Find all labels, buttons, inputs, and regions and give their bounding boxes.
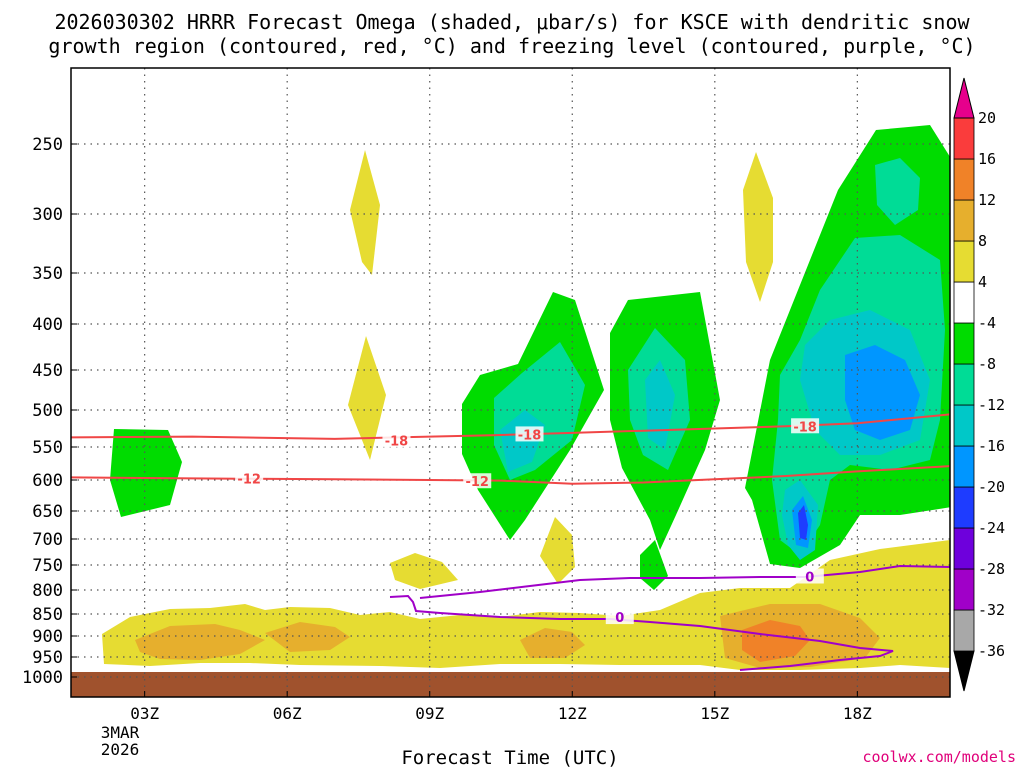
colorbar-bin--8-to--4: [953, 322, 975, 365]
colorbar-bin--16-to--12: [953, 404, 975, 447]
gridlines: [71, 68, 950, 697]
chart-title-line-1: 2026030302 HRRR Forecast Omega (shaded, …: [54, 10, 970, 34]
omega-positive-12-east: [742, 620, 810, 662]
extra-contour-label-3-bg: [795, 568, 824, 584]
extra-contour-label-2-bg: [463, 473, 492, 489]
plot-frame: [70, 67, 951, 698]
omega-positive-upper-3: [743, 152, 773, 302]
extra-contour-label-1-bg: [791, 418, 820, 434]
colorbar-bin--20-to--16: [953, 445, 975, 488]
colorbar-label-12: 12: [978, 191, 996, 209]
omega-negative-20-late: [845, 345, 920, 440]
colorbar-label--8: -8: [978, 355, 996, 373]
colorbar-bin--32-to--28: [953, 568, 975, 611]
colorbar-label--20: -20: [978, 478, 1005, 496]
isotherm-label-0-bg: [382, 432, 411, 448]
omega-positive-mid-2: [540, 517, 575, 584]
omega-negative-16-afternoon: [645, 360, 675, 450]
omega-negative-24-core: [798, 505, 808, 540]
y-tick-label-400: 400: [32, 315, 63, 335]
extra-contour-label-2: -12: [465, 475, 489, 490]
extra-contour-label-3: 0: [805, 571, 814, 586]
y-tick-label-850: 850: [32, 605, 63, 625]
colorbar-bin-12-to-16: [953, 158, 975, 201]
y-tick-label-1000: 1000: [22, 668, 63, 688]
credit-label[interactable]: coolwx.com/models: [862, 748, 1016, 766]
y-tick-label-900: 900: [32, 627, 63, 647]
colorbar-label-4: 4: [978, 273, 987, 291]
colorbar-bin-16-to-20: [953, 117, 975, 160]
x-axis-time-ticks: 03Z 06Z 09Z 12Z 15Z 18Z: [130, 691, 872, 723]
colorbar-label-16: 16: [978, 150, 996, 168]
x-tick-label-15Z: 15Z: [700, 704, 729, 723]
omega-positive-upper-1: [350, 150, 380, 275]
isotherm-label-0: -18: [385, 434, 409, 449]
isotherm-label-1: -12: [237, 473, 261, 488]
colorbar-label--12: -12: [978, 396, 1005, 414]
freezing-level-label-bg: [605, 609, 634, 625]
y-tick-label-950: 950: [32, 648, 63, 668]
y-tick-label-550: 550: [32, 438, 63, 458]
y-axis-pressure-ticks: 2503003504004505005506006507007508008509…: [22, 135, 77, 688]
extra-contour-label-1: -18: [793, 420, 817, 435]
colorbar-bin-4-to-8: [953, 240, 975, 283]
colorbar-bin-8-to-12: [953, 199, 975, 242]
x-tick-label-06Z: 06Z: [273, 704, 302, 723]
colorbar-bin--24-to--20: [953, 486, 975, 529]
omega-positive-8-west: [135, 624, 265, 660]
y-tick-label-700: 700: [32, 530, 63, 550]
y-tick-label-600: 600: [32, 471, 63, 491]
y-tick-label-300: 300: [32, 205, 63, 225]
colorbar-label--32: -32: [978, 601, 1005, 619]
ground-below-surface: [71, 672, 950, 697]
y-tick-label-800: 800: [32, 581, 63, 601]
isotherm-label-1-bg: [235, 470, 264, 486]
isotherm-contours: -18 -12 -18 -18 -12 0 0: [71, 413, 950, 671]
omega-negative-12-top: [875, 158, 920, 225]
x-tick-label-09Z: 09Z: [415, 704, 444, 723]
x-tick-label-12Z: 12Z: [558, 704, 587, 723]
y-tick-label-650: 650: [32, 502, 63, 522]
freezing-level-contour: [389, 564, 950, 671]
extra-contour-label-0: -18: [518, 428, 542, 443]
freezing-level-label: 0: [615, 611, 624, 626]
omega-positive-mid-1: [390, 553, 458, 589]
colorbar-label--24: -24: [978, 519, 1005, 537]
colorbar-label--16: -16: [978, 437, 1005, 455]
chart-title-line-2: growth region (contoured, red, °C) and f…: [48, 34, 975, 58]
colorbar-label--36: -36: [978, 642, 1005, 660]
omega-positive-8-noon: [520, 628, 585, 658]
colorbar-bin--36-to--32: [953, 609, 975, 652]
y-tick-label-250: 250: [32, 135, 63, 155]
colorbar-bin--4-to-4: [953, 281, 975, 324]
y-tick-label-450: 450: [32, 361, 63, 381]
y-tick-label-500: 500: [32, 401, 63, 421]
extra-contour-label-0-bg: [515, 426, 544, 442]
colorbar-bin--12-to--8: [953, 363, 975, 406]
colorbar-extend-high: [953, 77, 975, 119]
date-label-line-1: 3MAR: [101, 723, 140, 742]
x-tick-label-18Z: 18Z: [843, 704, 872, 723]
colorbar-label-8: 8: [978, 232, 987, 250]
omega-positive-upper-2: [348, 336, 386, 460]
colorbar-label--4: -4: [978, 314, 996, 332]
y-tick-label-750: 750: [32, 556, 63, 576]
omega-positive-8-mid: [265, 622, 350, 652]
y-tick-label-350: 350: [32, 264, 63, 284]
colorbar-label-20: 20: [978, 109, 996, 127]
x-axis-label: Forecast Time (UTC): [401, 747, 618, 768]
colorbar-bin--28-to--24: [953, 527, 975, 570]
colorbar-label--28: -28: [978, 560, 1005, 578]
omega-negative-early: [110, 429, 182, 517]
colorbar-extend-low: [953, 650, 975, 692]
dendritic-isotherm-minus12: [71, 465, 950, 485]
omega-colorbar: -36 -32 -28 -24 -20 -16 -12 -8 -4 4 8 12 16 20: [953, 77, 1005, 692]
date-label-line-2: 2026: [101, 740, 140, 759]
x-tick-label-03Z: 03Z: [130, 704, 159, 723]
